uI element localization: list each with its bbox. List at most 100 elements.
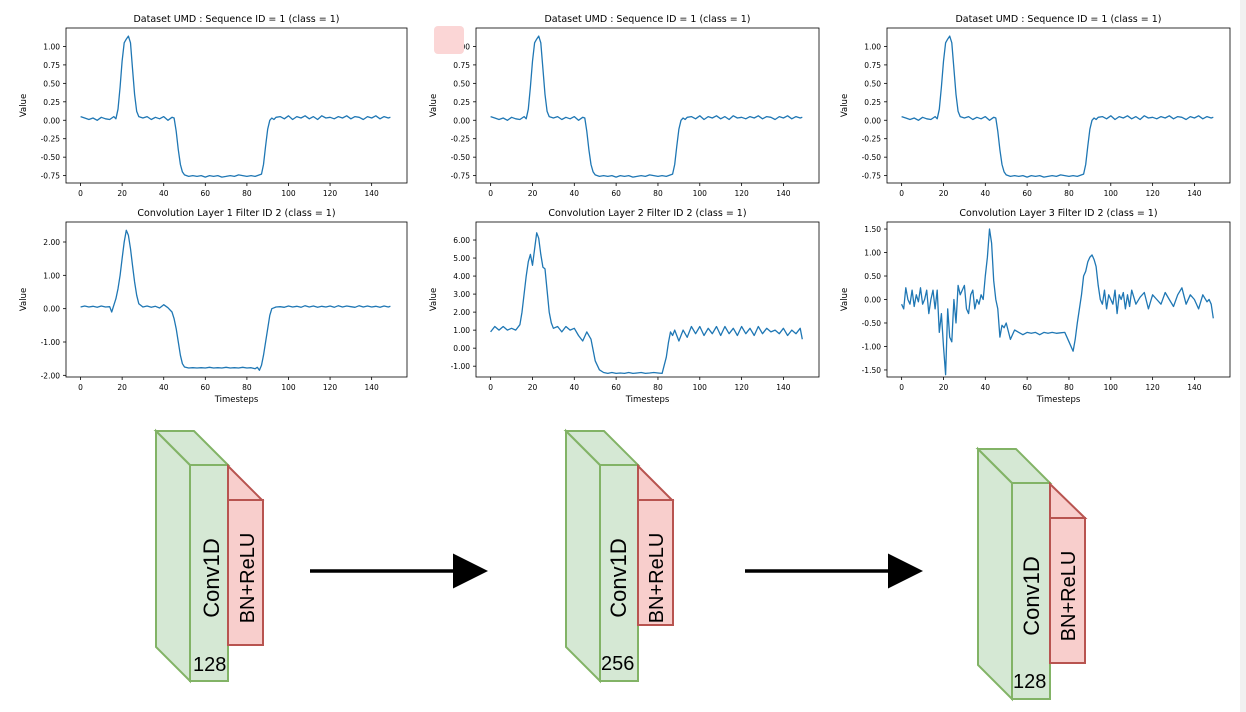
conv-block-1: Conv1D BN+ReLU 128 <box>153 428 265 684</box>
x-axis-label: Timesteps <box>625 395 670 405</box>
y-tick-label: 0.50 <box>453 79 470 88</box>
x-tick-label: 80 <box>653 189 663 198</box>
x-tick-label: 120 <box>734 189 749 198</box>
x-tick-label: 100 <box>1104 189 1119 198</box>
conv-block-3-side <box>977 446 1013 702</box>
x-tick-label: 0 <box>488 383 493 392</box>
conv-block-1-filters: 128 <box>193 654 226 676</box>
x-tick-label: 40 <box>570 189 580 198</box>
y-tick-label: 5.00 <box>453 254 470 263</box>
y-tick-label: 0.75 <box>864 61 881 70</box>
x-tick-label: 0 <box>78 189 83 198</box>
x-tick-label: 80 <box>242 383 252 392</box>
x-tick-label: 60 <box>1022 189 1032 198</box>
y-tick-label: 0.25 <box>453 98 470 107</box>
x-tick-label: 40 <box>159 383 169 392</box>
y-tick-label: -0.50 <box>862 153 882 162</box>
y-tick-label: -1.00 <box>451 362 471 371</box>
x-tick-label: 120 <box>1145 383 1160 392</box>
bn-block-1-label: BN+ReLU <box>237 533 259 624</box>
y-tick-label: 0.00 <box>453 344 470 353</box>
x-tick-label: 60 <box>201 189 211 198</box>
x-tick-label: 60 <box>611 189 621 198</box>
bn-block-3-front <box>1049 517 1086 664</box>
x-tick-label: 140 <box>1187 383 1202 392</box>
conv-block-3: Conv1D BN+ReLU 128 <box>975 446 1088 702</box>
x-tick-label: 140 <box>776 383 791 392</box>
zoom-button[interactable] <box>434 26 464 54</box>
x-tick-label: 60 <box>611 383 621 392</box>
y-tick-label: 0.50 <box>864 272 881 281</box>
x-tick-label: 40 <box>570 383 580 392</box>
x-tick-label: 100 <box>693 189 708 198</box>
y-tick-label: 1.50 <box>864 225 881 234</box>
x-axis-label: Timesteps <box>1036 395 1081 405</box>
x-tick-label: 0 <box>899 189 904 198</box>
y-tick-label: -0.50 <box>862 319 882 328</box>
x-tick-label: 100 <box>1104 383 1119 392</box>
y-tick-label: 1.00 <box>43 271 60 280</box>
y-tick-label: 6.00 <box>453 236 470 245</box>
y-tick-label: -1.50 <box>862 366 882 375</box>
y-axis-label: Value <box>429 94 439 117</box>
y-tick-label: -0.50 <box>41 153 61 162</box>
conv-block-2-front <box>599 464 639 682</box>
conv-block-1-side <box>155 428 191 684</box>
x-tick-label: 80 <box>1064 189 1074 198</box>
x-axis-label: Timesteps <box>214 395 259 405</box>
chart-title-1: Dataset UMD : Sequence ID = 1 (class = 1… <box>133 14 339 25</box>
bn-block-3-top <box>1049 481 1088 519</box>
x-tick-label: 20 <box>939 189 949 198</box>
x-tick-label: 120 <box>323 383 338 392</box>
x-tick-label: 80 <box>653 383 663 392</box>
plot-frame-4 <box>65 221 408 378</box>
x-tick-label: 0 <box>78 383 83 392</box>
y-tick-label: 2.00 <box>43 238 60 247</box>
y-tick-label: 0.00 <box>43 305 60 314</box>
conv-block-2-side <box>565 428 601 684</box>
x-tick-label: 40 <box>159 189 169 198</box>
x-tick-label: 140 <box>364 383 379 392</box>
y-tick-label: 3.00 <box>453 290 470 299</box>
x-tick-label: 60 <box>201 383 211 392</box>
y-axis-label: Value <box>19 288 29 311</box>
chart-title-4: Convolution Layer 1 Filter ID 2 (class =… <box>137 208 335 219</box>
x-tick-label: 40 <box>981 383 991 392</box>
x-tick-label: 100 <box>281 189 296 198</box>
y-axis-label: Value <box>429 288 439 311</box>
x-tick-label: 120 <box>734 383 749 392</box>
conv-block-1-front <box>189 464 229 682</box>
x-tick-label: 0 <box>899 383 904 392</box>
plot-frame-5 <box>475 221 820 378</box>
x-tick-label: 140 <box>776 189 791 198</box>
y-tick-label: 0.00 <box>43 116 60 125</box>
y-tick-label: -0.50 <box>451 153 471 162</box>
x-tick-label: 20 <box>117 383 127 392</box>
x-tick-label: 140 <box>364 189 379 198</box>
series-line-1 <box>80 35 391 178</box>
conv-block-1-label: Conv1D <box>199 538 224 617</box>
series-line-6 <box>901 228 1214 376</box>
x-tick-label: 80 <box>242 189 252 198</box>
y-tick-label: 0.00 <box>864 296 881 305</box>
series-line-4 <box>80 229 391 371</box>
y-tick-label: 4.00 <box>453 272 470 281</box>
chart-title-5: Convolution Layer 2 Filter ID 2 (class =… <box>548 208 746 219</box>
conv-block-3-filters: 128 <box>1013 671 1046 693</box>
y-tick-label: -0.25 <box>451 135 471 144</box>
x-tick-label: 120 <box>1145 189 1160 198</box>
y-tick-label: -1.00 <box>41 338 61 347</box>
x-tick-label: 60 <box>1022 383 1032 392</box>
chart-grid: Dataset UMD : Sequence ID = 1 (class = 1… <box>19 14 1231 405</box>
bn-block-1-front <box>227 499 264 646</box>
series-line-3 <box>901 35 1214 178</box>
y-axis-label: Value <box>19 94 29 117</box>
x-tick-label: 120 <box>323 189 338 198</box>
scrollbar[interactable] <box>1240 0 1246 712</box>
x-tick-label: 20 <box>528 383 538 392</box>
bn-block-3-label: BN+ReLU <box>1058 551 1080 642</box>
x-tick-label: 20 <box>528 189 538 198</box>
y-tick-label: 0.50 <box>864 79 881 88</box>
y-tick-label: 0.50 <box>43 79 60 88</box>
x-tick-label: 140 <box>1187 189 1202 198</box>
